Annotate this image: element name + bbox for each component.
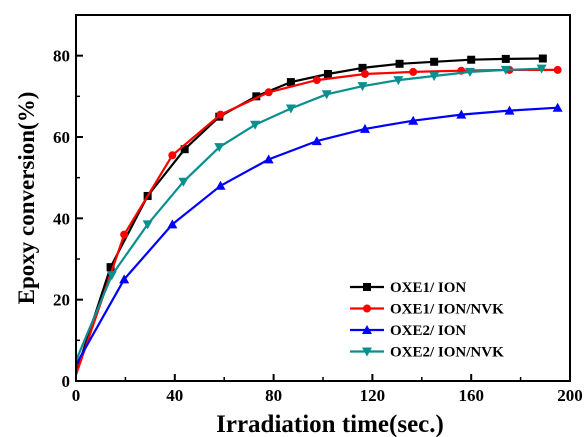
y-tick-label: 60 [53,128,70,147]
data-point [409,67,418,76]
x-tick-label: 160 [458,386,484,405]
data-point [500,65,511,75]
data-point [250,120,261,130]
data-point [180,145,189,154]
data-point [467,55,476,64]
y-axis-title: Epoxy conversion(%) [14,92,39,305]
legend-entry: OXE1/ ION/NVK [350,302,504,318]
series-line [75,106,558,366]
series-3 [75,102,563,366]
data-point [168,151,177,160]
data-point [215,180,226,190]
data-point [120,230,129,239]
data-point [142,220,153,230]
data-point [321,90,332,100]
legend: OXE1/ ION OXE1/ ION/NVK OXE2/ ION OXE2/ ION… [350,280,504,361]
data-point [178,177,189,187]
data-point [408,115,419,125]
x-axis-title: Irradiation time(sec.) [216,411,444,437]
legend-label: OXE1/ ION/NVK [390,302,504,318]
legend-label: OXE1/ ION [390,280,466,296]
ticks-layer: 0 40 80 120 160 200 0 20 40 60 80 [53,47,583,405]
x-tick-label: 0 [72,386,81,405]
series-1 [74,54,547,374]
data-point [119,274,130,284]
data-point [358,63,367,72]
data-point [504,105,515,115]
data-point [464,67,475,77]
data-point [553,65,562,74]
x-tick-label: 80 [265,386,282,405]
data-point [216,110,225,119]
legend-marker [362,347,372,357]
data-point [538,54,547,63]
series-line [74,67,542,362]
data-point [429,72,440,81]
data-point [357,82,368,92]
data-point [106,263,115,272]
data-point [536,64,547,74]
data-point [214,143,225,153]
legend-marker [363,283,371,291]
legend-entry: OXE2/ ION/NVK [350,345,504,361]
y-tick-label: 40 [53,209,70,228]
data-point [263,154,274,164]
data-point [359,123,370,133]
series-layer [74,54,563,376]
legend-marker [363,304,371,313]
x-tick-label: 40 [166,386,183,405]
data-point [286,78,295,87]
y-tick-label: 20 [53,291,70,310]
legend-entry: OXE1/ ION [350,280,466,296]
data-point [312,76,321,85]
legend-marker [362,325,372,334]
x-tick-label: 120 [360,386,386,405]
x-tick-label: 200 [557,386,583,405]
legend-label: OXE2/ ION [390,323,466,339]
data-point [252,92,261,101]
data-point [311,136,322,146]
y-tick-label: 0 [62,372,71,391]
data-point [264,88,273,97]
data-point [323,69,332,78]
data-point [285,104,296,114]
y-tick-label: 80 [53,47,70,66]
data-point [501,54,510,63]
series-4 [74,64,547,362]
data-point [167,219,178,229]
data-point [552,102,563,112]
data-point [106,271,117,281]
series-line [74,57,543,374]
data-point [430,57,439,66]
legend-entry: OXE2/ ION [350,323,466,339]
data-point [395,59,404,68]
data-point [456,109,467,119]
data-point [393,76,404,86]
legend-label: OXE2/ ION/NVK [390,345,504,361]
data-point [360,69,369,78]
